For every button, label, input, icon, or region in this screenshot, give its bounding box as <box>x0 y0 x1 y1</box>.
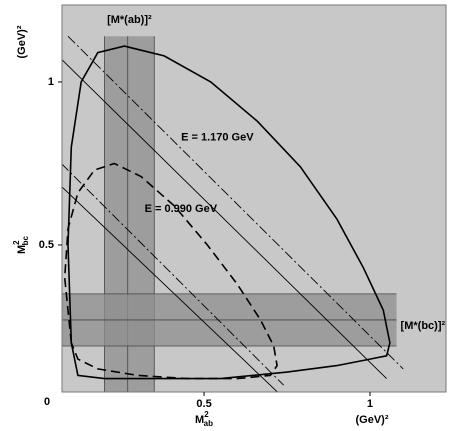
y-axis-unit: (GeV)² <box>16 25 28 58</box>
y-tick-label: 1 <box>48 76 54 88</box>
origin-label: 0 <box>44 396 50 408</box>
curve <box>62 59 387 379</box>
x-axis-unit: (GeV)² <box>356 414 389 426</box>
curve <box>63 162 278 380</box>
band-label: [M*(ab)]² <box>107 14 152 26</box>
curve-label: E = 1.170 GeV <box>181 131 254 143</box>
y-axis-label: M2bc <box>12 235 30 254</box>
x-tick-label: 0.5 <box>196 398 211 410</box>
curve <box>67 35 404 370</box>
curve <box>62 163 285 386</box>
plot-area: [M*(ab)]² <box>62 5 446 392</box>
x-axis-label: M2 ab <box>195 410 213 428</box>
band-label: [M*(bc)]² <box>401 320 446 332</box>
curve-label: E = 0.990 GeV <box>145 203 218 215</box>
y-tick-label: 0.5 <box>39 239 54 251</box>
x-tick-label: 1 <box>367 398 373 410</box>
frame <box>61 4 447 393</box>
curve <box>62 186 278 392</box>
